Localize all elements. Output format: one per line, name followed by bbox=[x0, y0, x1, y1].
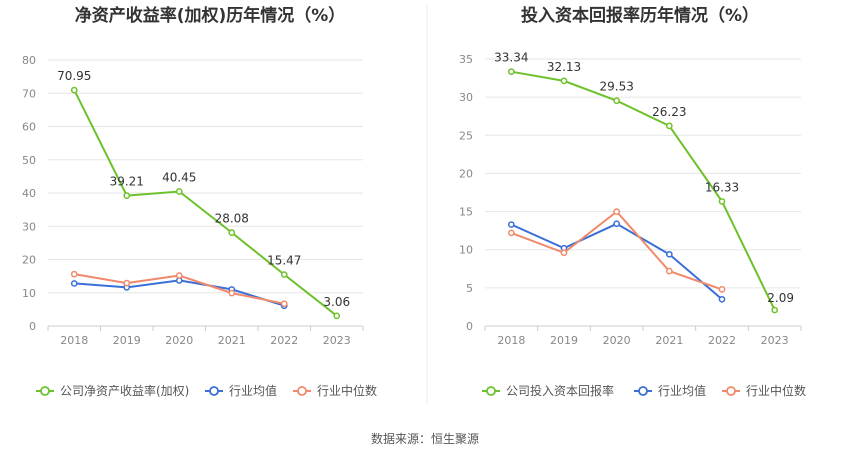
data-point-avg bbox=[613, 220, 621, 228]
x-tick-label: 2018 bbox=[60, 334, 88, 347]
data-point-company bbox=[280, 271, 288, 278]
x-tick-label: 2018 bbox=[497, 334, 525, 347]
y-tick-label: 35 bbox=[459, 53, 473, 66]
data-label: 2.09 bbox=[767, 291, 794, 305]
data-point-median bbox=[70, 270, 78, 278]
data-point-median bbox=[665, 267, 673, 275]
data-point-company bbox=[613, 97, 621, 105]
data-point-median bbox=[228, 289, 236, 297]
y-tick-label: 50 bbox=[22, 154, 36, 167]
x-tick-label: 2022 bbox=[270, 334, 298, 347]
legend-swatch-marker bbox=[638, 386, 648, 396]
data-point-median bbox=[718, 286, 726, 293]
chart-1: 净资产收益率(加权)历年情况（%） 0 10 20 30 40 50 60 70 80 2018 20… bbox=[22, 5, 377, 398]
data-point-company bbox=[718, 198, 726, 205]
data-point-median bbox=[507, 229, 515, 237]
legend-label: 行业均值 bbox=[229, 383, 277, 398]
legend-swatch-marker bbox=[726, 386, 736, 396]
data-point-avg bbox=[718, 295, 726, 303]
legend-label: 公司净资产收益率(加权) bbox=[60, 383, 189, 398]
chart-title: 投入资本回报率历年情况（%） bbox=[521, 5, 759, 26]
data-point-company bbox=[665, 122, 673, 130]
data-label: 29.53 bbox=[599, 80, 633, 94]
y-tick-label: 60 bbox=[22, 121, 36, 134]
data-label: 40.45 bbox=[162, 171, 196, 185]
legend-label: 公司投入资本回报率 bbox=[506, 383, 614, 398]
y-tick-label: 20 bbox=[459, 167, 473, 180]
legend-label: 行业中位数 bbox=[746, 383, 806, 398]
legend-label: 行业均值 bbox=[658, 383, 706, 398]
y-tick-label: 30 bbox=[459, 91, 473, 104]
legend-swatch-marker bbox=[40, 386, 50, 396]
data-point-company bbox=[333, 312, 341, 320]
y-tick-label: 10 bbox=[22, 287, 36, 300]
chart-2: 投入资本回报率历年情况（%） 0 5 10 15 20 25 30 35 2018 2019 2020… bbox=[459, 5, 806, 398]
y-tick-label: 25 bbox=[459, 129, 473, 142]
x-tick-label: 2021 bbox=[655, 334, 683, 347]
source-label: 数据来源：恒生聚源 bbox=[371, 431, 479, 446]
legend-swatch-marker bbox=[209, 386, 219, 396]
data-point-median bbox=[175, 272, 183, 279]
legend-item-company: 公司投入资本回报率 bbox=[482, 383, 614, 398]
data-label: 39.21 bbox=[110, 175, 144, 189]
data-point-median bbox=[560, 249, 568, 257]
data-point-median bbox=[280, 300, 288, 308]
x-tick-label: 2023 bbox=[761, 334, 789, 347]
x-tick-label: 2020 bbox=[165, 334, 193, 347]
legend-swatch-marker bbox=[297, 386, 307, 396]
data-point-median bbox=[613, 208, 621, 215]
y-tick-label: 70 bbox=[22, 87, 36, 100]
data-point-company bbox=[560, 77, 568, 85]
x-tick-label: 2022 bbox=[708, 334, 736, 347]
legend-item-median: 行业中位数 bbox=[722, 383, 806, 398]
x-tick-label: 2023 bbox=[323, 334, 351, 347]
legend-swatch-marker bbox=[486, 386, 496, 396]
y-tick-label: 10 bbox=[459, 244, 473, 257]
legend-item-median: 行业中位数 bbox=[293, 383, 377, 398]
data-label: 32.13 bbox=[547, 60, 581, 74]
chart-title: 净资产收益率(加权)历年情况（%） bbox=[75, 5, 346, 26]
legend-item-avg: 行业均值 bbox=[634, 383, 706, 398]
x-tick-label: 2021 bbox=[218, 334, 246, 347]
data-label: 15.47 bbox=[267, 254, 301, 268]
legend-label: 行业中位数 bbox=[317, 383, 377, 398]
y-tick-label: 5 bbox=[466, 282, 473, 295]
data-point-company bbox=[507, 68, 515, 76]
series-line-company bbox=[73, 89, 338, 317]
data-label: 70.95 bbox=[57, 69, 91, 83]
y-tick-label: 0 bbox=[466, 320, 473, 333]
data-point-company bbox=[771, 306, 779, 314]
data-label: 28.08 bbox=[215, 212, 249, 226]
x-tick-label: 2019 bbox=[550, 334, 578, 347]
data-point-avg bbox=[665, 250, 673, 258]
y-tick-label: 0 bbox=[29, 320, 36, 333]
data-point-company bbox=[70, 86, 78, 94]
y-tick-label: 80 bbox=[22, 54, 36, 67]
data-label: 33.34 bbox=[494, 51, 528, 65]
data-point-avg bbox=[70, 280, 78, 287]
data-label: 26.23 bbox=[652, 105, 686, 119]
data-point-company bbox=[123, 192, 131, 199]
data-label: 3.06 bbox=[323, 295, 350, 309]
data-label: 16.33 bbox=[705, 180, 739, 194]
legend-item-avg: 行业均值 bbox=[205, 383, 277, 398]
x-tick-label: 2020 bbox=[603, 334, 631, 347]
data-point-avg bbox=[507, 221, 515, 228]
data-point-median bbox=[123, 279, 131, 287]
x-tick-label: 2019 bbox=[113, 334, 141, 347]
data-point-company bbox=[175, 188, 183, 195]
y-tick-label: 40 bbox=[22, 187, 36, 200]
legend-item-company: 公司净资产收益率(加权) bbox=[36, 383, 189, 398]
series-line-company bbox=[511, 70, 776, 311]
y-tick-label: 15 bbox=[459, 206, 473, 219]
data-point-company bbox=[228, 229, 236, 236]
y-tick-label: 20 bbox=[22, 254, 36, 267]
y-tick-label: 30 bbox=[22, 220, 36, 233]
